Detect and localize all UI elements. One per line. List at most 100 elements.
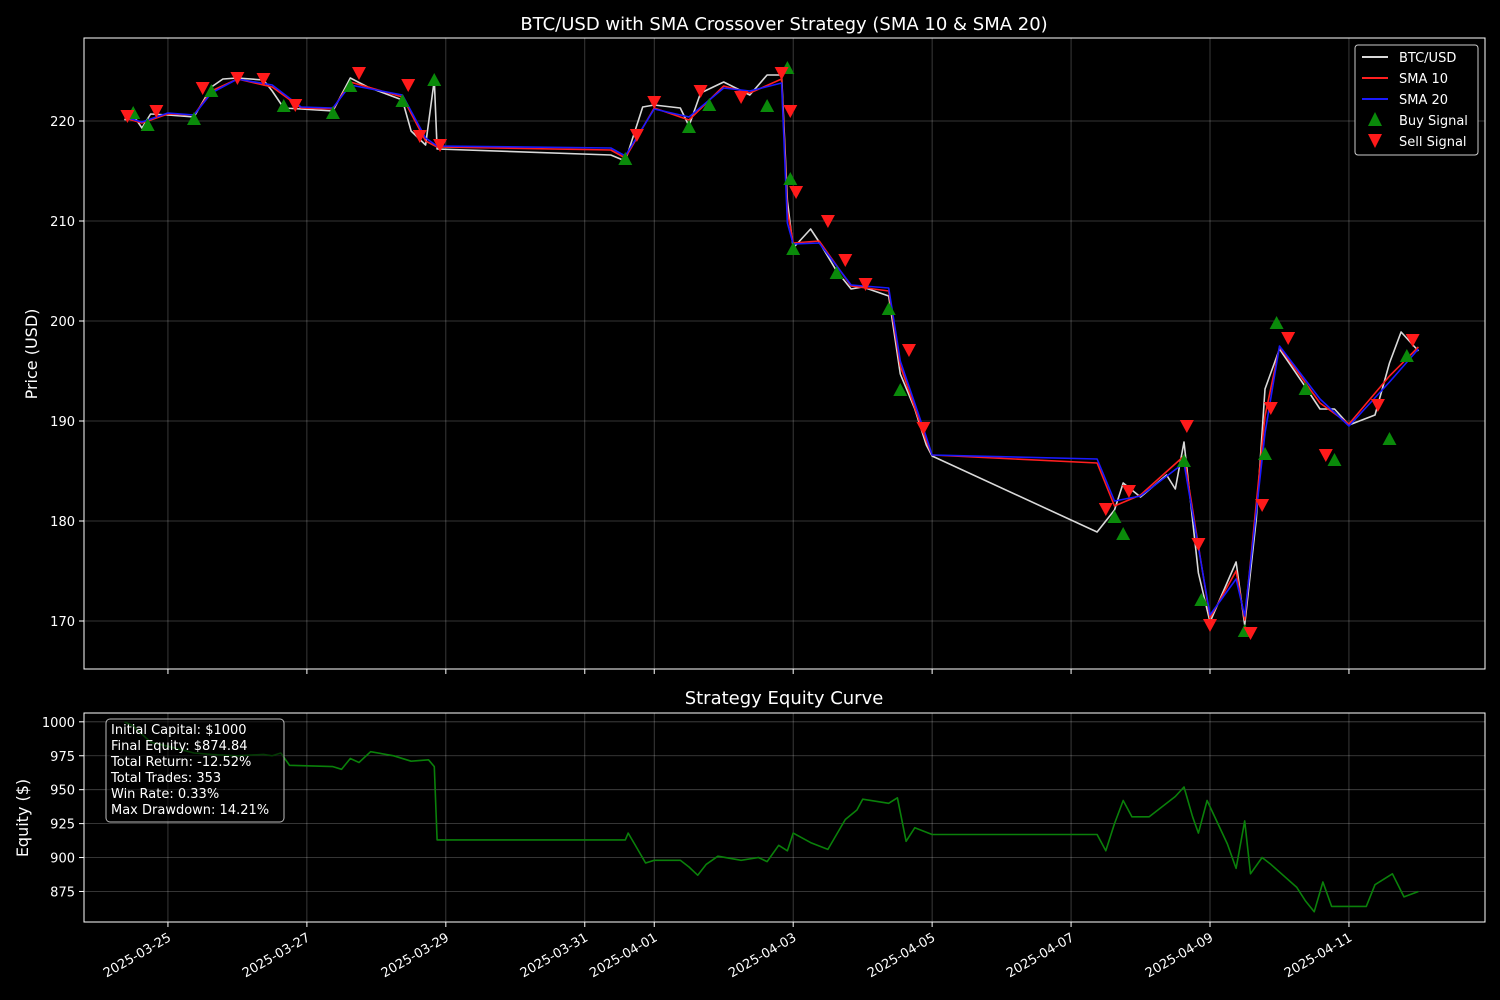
price-y-ticks: 170 180 190 200 210 220: [50, 115, 84, 630]
buy-signal-marker: [786, 242, 801, 255]
sell-signal-marker: [783, 105, 798, 118]
sell-signal-marker: [230, 72, 245, 85]
sell-signal-marker: [1318, 449, 1333, 462]
sell-signal-marker: [693, 85, 708, 98]
stats-box: Initial Capital: $1000 Final Equity: $87…: [105, 718, 285, 823]
sell-signal-marker: [916, 422, 931, 435]
stats-final-equity: Final Equity: $874.84: [111, 739, 248, 754]
sell-signal-marker: [288, 99, 303, 112]
equity-curve-line: [124, 721, 1419, 913]
price-x-ticks: [167, 669, 1350, 674]
equity-ytick-label: 1000: [42, 716, 75, 731]
buy-signal-marker: [343, 79, 358, 92]
buy-signal-marker: [702, 98, 717, 111]
sell-signal-marker: [1191, 538, 1206, 551]
sell-signal-marker: [412, 130, 427, 143]
legend-label-sma20: SMA 20: [1399, 93, 1448, 108]
price-ytick-label: 220: [50, 115, 75, 130]
sell-signal-marker: [401, 79, 416, 92]
buy-signal-marker: [881, 302, 896, 315]
buy-signal-marker: [325, 106, 340, 119]
sell-signal-marker: [647, 96, 662, 109]
price-plot-area: [120, 61, 1420, 640]
buy-signal-marker: [1194, 593, 1209, 606]
buy-signal-marker: [760, 99, 775, 112]
buy-signal-marker: [618, 152, 633, 165]
stats-total-trades: Total Trades: 353: [110, 771, 221, 786]
legend-label-sma10: SMA 10: [1399, 72, 1448, 87]
sell-signal-marker: [1121, 485, 1136, 498]
equity-grid: [84, 713, 1485, 922]
buy-signal-marker: [1116, 527, 1131, 540]
legend-label-btc: BTC/USD: [1399, 51, 1456, 66]
sell-signal-marker: [149, 105, 164, 118]
sell-signal-marker: [1098, 503, 1113, 516]
price-chart-title: BTC/USD with SMA Crossover Strategy (SMA…: [520, 14, 1047, 35]
buy-signal-marker: [783, 172, 798, 185]
equity-chart-title: Strategy Equity Curve: [685, 688, 884, 709]
buy-signal-marker: [1298, 382, 1313, 395]
buy-signal-marker: [427, 73, 442, 86]
price-ytick-label: 180: [50, 515, 75, 530]
stats-max-drawdown: Max Drawdown: 14.21%: [111, 803, 269, 818]
buy-signal-marker: [829, 266, 844, 279]
stats-total-return: Total Return: -12.52%: [110, 755, 251, 770]
sell-signal-marker: [820, 215, 835, 228]
equity-y-axis-label: Equity ($): [13, 779, 32, 857]
sell-signal-marker: [1281, 332, 1296, 345]
equity-ytick-label: 950: [50, 784, 75, 799]
buy-signal-marker: [893, 383, 908, 396]
buy-signal-marker: [395, 94, 410, 107]
buy-signal-marker: [1327, 453, 1342, 466]
sell-signal-marker: [195, 82, 210, 95]
buy-signal-marker: [1107, 510, 1122, 523]
sell-signal-marker: [1263, 402, 1278, 415]
buy-signal-marker: [186, 112, 201, 125]
legend-label-sell: Sell Signal: [1399, 135, 1467, 150]
price-ytick-label: 200: [50, 315, 75, 330]
sell-signal-marker: [1243, 627, 1258, 640]
price-ytick-label: 210: [50, 215, 75, 230]
sell-signal-marker: [734, 91, 749, 104]
legend-frame: [1354, 44, 1479, 156]
equity-ytick-label: 925: [50, 818, 75, 833]
buy-signal-marker: [140, 118, 155, 131]
buy-signal-marker: [204, 84, 219, 97]
buy-signal-marker: [1176, 454, 1191, 467]
sell-signal-marker: [901, 344, 916, 357]
price-ytick-label: 170: [50, 615, 75, 630]
price-y-axis-label: Price (USD): [22, 309, 41, 400]
sell-signal-marker: [1203, 619, 1218, 632]
equity-ytick-label: 875: [50, 885, 75, 900]
legend-swatch-sell-icon: [1368, 134, 1382, 148]
price-legend: BTC/USD SMA 10 SMA 20 Buy Signal Sell Si…: [1354, 44, 1479, 156]
sell-signal-marker: [1179, 420, 1194, 433]
buy-signal-marker: [681, 120, 696, 133]
buy-signal-marker: [1382, 432, 1397, 445]
buy-signal-marker: [1258, 447, 1273, 460]
equity-plot-area: [124, 721, 1419, 913]
price-ytick-label: 190: [50, 415, 75, 430]
stats-box-frame: [105, 718, 285, 823]
buy-signal-marker: [1269, 316, 1284, 329]
buy-signal-marker: [1399, 349, 1414, 362]
buy-signal-marker: [276, 99, 291, 112]
price-chart: BTC/USD with SMA Crossover Strategy (SMA…: [22, 14, 1486, 674]
sell-signal-marker: [1405, 334, 1420, 347]
equity-y-ticks: 875 900 925 950 975 1000: [42, 716, 84, 900]
sell-signal-marker: [1370, 399, 1385, 412]
sell-signal-marker: [433, 139, 448, 152]
sell-signal-marker: [789, 186, 804, 199]
legend-swatch-buy-icon: [1368, 112, 1382, 126]
price-axes-frame: [83, 37, 1486, 670]
sell-signal-marker: [774, 67, 789, 80]
sell-signal-marker: [120, 110, 135, 123]
price-grid: [84, 38, 1485, 669]
equity-axes-frame: [83, 712, 1486, 923]
sell-signal-marker: [858, 278, 873, 291]
sell-signal-marker: [629, 129, 644, 142]
stats-win-rate: Win Rate: 0.33%: [111, 787, 219, 802]
sell-signal-marker: [1255, 499, 1270, 512]
